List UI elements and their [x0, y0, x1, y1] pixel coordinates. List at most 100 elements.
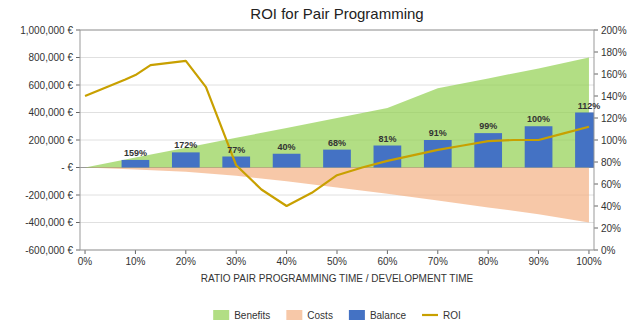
- bar: [323, 150, 351, 168]
- legend-swatch: [213, 310, 229, 320]
- y-tick-label: 600,000 €: [29, 80, 74, 91]
- y-tick-label: -400,000 €: [25, 217, 73, 228]
- y2-tick-label: 160%: [601, 69, 627, 80]
- legend-item: Benefits: [213, 310, 270, 321]
- y2-tick: [594, 250, 598, 251]
- legend-label: Benefits: [234, 310, 270, 321]
- x-label: RATIO PAIR PROGRAMMING TIME / DEVELOPMEN…: [201, 273, 474, 284]
- legend: Benefits Costs Balance ROI: [213, 310, 461, 321]
- bar: [273, 154, 301, 168]
- y-tick-label: 400,000 €: [29, 107, 74, 118]
- y-tick: [76, 85, 80, 86]
- grid-line: [80, 57, 594, 58]
- bar: [122, 160, 150, 168]
- y-tick: [76, 167, 80, 168]
- y-tick: [76, 57, 80, 58]
- x-tick-label: 60%: [377, 256, 397, 267]
- y-tick-label: -200,000 €: [25, 190, 73, 201]
- y2-tick: [594, 30, 598, 31]
- x-tick-label: 90%: [529, 256, 549, 267]
- y2-tick: [594, 118, 598, 119]
- annotation: 172%: [174, 140, 197, 150]
- annotation: 40%: [278, 142, 296, 152]
- y2-tick-label: 100%: [601, 135, 627, 146]
- y-tick: [76, 222, 80, 223]
- chart: -600,000 € -400,000 € -200,000 € - € 200,000…: [0, 0, 640, 329]
- x-tick: [135, 250, 136, 254]
- marks: [85, 58, 594, 223]
- plot-frame: [80, 30, 594, 250]
- y2-tick-label: 120%: [601, 113, 627, 124]
- bar: [474, 133, 502, 167]
- grid-line: [80, 222, 594, 223]
- x-tick: [85, 250, 86, 254]
- y-tick: [76, 30, 80, 31]
- y-tick-label: 200,000 €: [29, 135, 74, 146]
- bar: [575, 113, 594, 168]
- y2-tick-label: 20%: [601, 223, 621, 234]
- annotation: 91%: [429, 128, 447, 138]
- legend-label: Costs: [307, 310, 333, 321]
- x-tick-label: 40%: [277, 256, 297, 267]
- legend-swatch: [422, 314, 438, 316]
- x-tick-label: 30%: [226, 256, 246, 267]
- x-tick-label: 10%: [125, 256, 145, 267]
- annotation: 112%: [578, 101, 601, 111]
- y2-tick: [594, 184, 598, 185]
- x-tick: [185, 250, 186, 254]
- x-tick-label: 20%: [176, 256, 196, 267]
- y-tick: [76, 140, 80, 141]
- y-tick-label: - €: [61, 162, 73, 173]
- legend-swatch: [286, 310, 302, 320]
- legend-item: ROI: [422, 310, 461, 321]
- annotation: 77%: [227, 145, 245, 155]
- bar: [424, 140, 452, 168]
- annotation: 68%: [328, 138, 346, 148]
- x-tick: [337, 250, 338, 254]
- y2-tick: [594, 96, 598, 97]
- y2-tick-label: 40%: [601, 201, 621, 212]
- x-tick: [286, 250, 287, 254]
- x-tick: [236, 250, 237, 254]
- area: [85, 58, 589, 168]
- y2-tick: [594, 228, 598, 229]
- y2-tick: [594, 74, 598, 75]
- y2-tick-label: 0%: [601, 245, 616, 256]
- x-tick: [387, 250, 388, 254]
- legend-label: Balance: [370, 310, 407, 321]
- legend-item: Costs: [286, 310, 333, 321]
- y2-tick-label: 60%: [601, 179, 621, 190]
- y2-tick-label: 180%: [601, 47, 627, 58]
- bar: [172, 152, 200, 167]
- x-tick-label: 80%: [478, 256, 498, 267]
- x-tick: [588, 250, 589, 254]
- y-tick: [76, 195, 80, 196]
- y2-tick: [594, 52, 598, 53]
- line: [85, 61, 589, 206]
- x-tick-label: 100%: [576, 256, 602, 267]
- x-tick: [538, 250, 539, 254]
- y2-tick-label: 80%: [601, 157, 621, 168]
- bar: [525, 126, 553, 167]
- annotation: 100%: [527, 114, 550, 124]
- annotation: 81%: [378, 134, 396, 144]
- annotation: 99%: [479, 121, 497, 131]
- y-tick: [76, 250, 80, 251]
- legend-label: ROI: [443, 310, 461, 321]
- x-tick-label: 70%: [428, 256, 448, 267]
- y-tick-label: 1,000,000 €: [20, 25, 73, 36]
- y-tick: [76, 112, 80, 113]
- legend-item: Balance: [349, 310, 407, 321]
- y-tick-label: -600,000 €: [25, 245, 73, 256]
- x-tick-label: 0%: [78, 256, 93, 267]
- grid: [80, 30, 594, 250]
- y2-tick-label: 200%: [601, 25, 627, 36]
- x-tick-label: 50%: [327, 256, 347, 267]
- y2-tick: [594, 140, 598, 141]
- legend-swatch: [349, 310, 365, 320]
- title: ROI for Pair Programming: [250, 5, 423, 22]
- y2-tick: [594, 206, 598, 207]
- x-tick: [488, 250, 489, 254]
- x-tick: [437, 250, 438, 254]
- y2-tick: [594, 162, 598, 163]
